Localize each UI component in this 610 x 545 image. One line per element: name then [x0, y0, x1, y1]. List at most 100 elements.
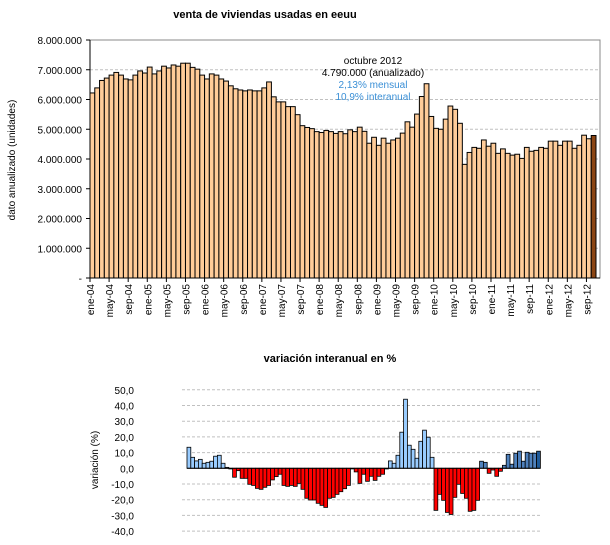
bar [361, 467, 366, 475]
bar [442, 118, 449, 279]
bar [457, 122, 463, 279]
bar [151, 73, 158, 279]
x-tick-label: may-08 [334, 284, 345, 318]
bar [495, 152, 502, 279]
bar [387, 460, 393, 469]
bar [318, 132, 325, 279]
bar [266, 81, 272, 279]
y-tick-label: 0,0 [120, 464, 134, 475]
x-tick-label: sep-12 [582, 284, 593, 315]
bar [466, 151, 473, 279]
x-tick-label: sep-08 [353, 284, 364, 315]
bar [94, 87, 101, 279]
bar [356, 126, 363, 279]
bar [342, 133, 349, 279]
bar [281, 467, 287, 486]
bar [261, 87, 268, 279]
bar [205, 461, 211, 469]
bar [254, 467, 260, 489]
bar [289, 106, 296, 279]
bar [425, 436, 431, 469]
bar [146, 66, 153, 279]
bar [194, 460, 199, 469]
bar [311, 467, 317, 501]
bar [475, 467, 480, 501]
bar [189, 66, 196, 279]
bar [444, 467, 450, 513]
sales-chart-title: venta de viviendas usadas en eeuu [173, 9, 356, 21]
y-tick-label: -10,0 [111, 480, 134, 491]
bar [585, 138, 592, 279]
bar [437, 128, 444, 279]
bar [380, 467, 385, 475]
x-tick-label: ene-06 [201, 284, 212, 316]
bar [581, 134, 587, 279]
x-tick-label: may-05 [162, 284, 173, 318]
bar [519, 157, 525, 279]
yoy-chart-title: variación interanual en % [264, 353, 397, 365]
x-tick-label: ene-07 [258, 284, 269, 316]
bar [232, 88, 239, 279]
bar [204, 78, 210, 279]
x-tick-label: ene-05 [143, 284, 154, 316]
x-tick-label: ene-04 [86, 284, 97, 316]
bar [186, 446, 192, 469]
bar [500, 148, 506, 279]
bar [399, 431, 404, 469]
bar [357, 467, 363, 484]
bar [280, 101, 287, 279]
bar [509, 154, 516, 279]
bar [390, 139, 397, 279]
bar [410, 448, 416, 469]
bar [385, 142, 392, 279]
bar [528, 150, 535, 279]
bar [122, 78, 129, 279]
bar [365, 467, 370, 482]
bar [170, 64, 177, 279]
bar [463, 467, 469, 499]
bar [239, 467, 245, 479]
bar [342, 467, 347, 490]
y-tick-label: 30,0 [115, 417, 135, 428]
sales-y-axis-label: dato anualizado (unidades) [7, 100, 18, 221]
bar [428, 115, 435, 279]
bar [89, 92, 96, 279]
bar [476, 147, 482, 279]
bar [547, 140, 554, 279]
bar [482, 461, 488, 469]
y-tick-label: -30,0 [111, 511, 134, 522]
bar [118, 74, 124, 279]
bar [590, 134, 597, 279]
bar [243, 467, 249, 479]
bar [399, 132, 406, 279]
bar [452, 108, 459, 279]
bar [304, 126, 311, 279]
x-tick-label: ene-09 [372, 284, 383, 316]
bar [505, 453, 511, 469]
x-tick-label: ene-10 [430, 284, 441, 316]
bar [437, 467, 442, 495]
annotation-month: octubre 2012 [344, 56, 403, 67]
bar [366, 142, 373, 279]
bar [285, 467, 290, 487]
yoy-y-axis-label: variación (%) [90, 431, 101, 489]
y-tick-label: 40,0 [115, 402, 135, 413]
bar [334, 467, 340, 495]
bar [528, 452, 534, 469]
bar [347, 129, 354, 279]
bar [142, 72, 148, 279]
bar [213, 74, 220, 279]
bar [304, 467, 309, 499]
y-tick-label: 3.000.000 [38, 185, 83, 196]
bar [375, 144, 382, 279]
bar [538, 146, 544, 279]
bar [368, 467, 374, 477]
bar [327, 467, 332, 499]
bar [251, 90, 258, 279]
bar [247, 89, 253, 279]
bar [209, 460, 215, 469]
x-tick-label: ene-12 [544, 284, 555, 316]
bar [208, 73, 215, 279]
bar [513, 452, 518, 469]
